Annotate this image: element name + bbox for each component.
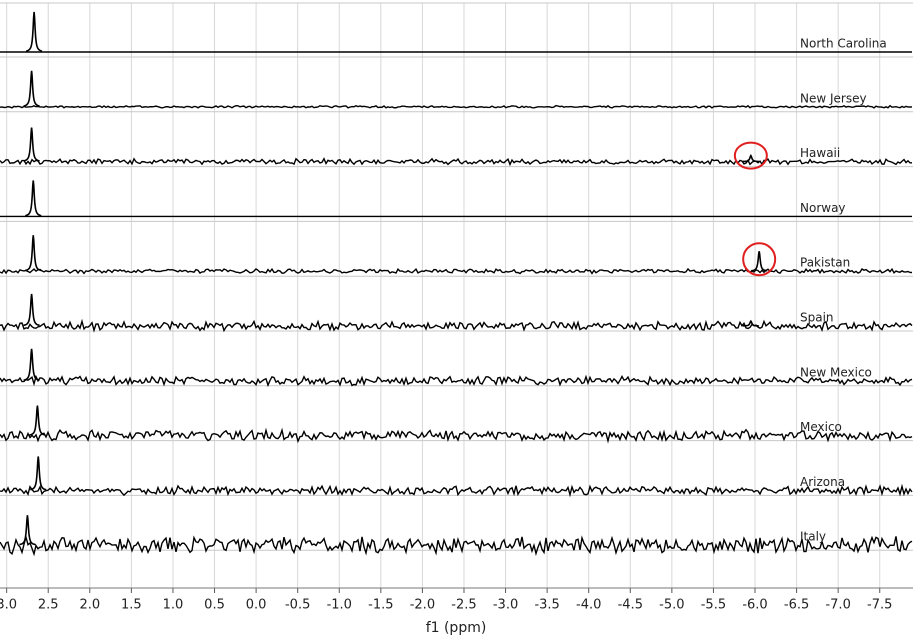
spectrum-label: Pakistan [800,256,850,270]
x-tick-label: -1.0 [327,598,352,613]
x-tick-label: 0.5 [204,598,225,613]
peak [751,251,768,272]
spectrum-label: Hawaii [800,146,840,160]
spectrum-baseline [0,374,913,388]
x-tick-label: 1.0 [163,598,184,613]
x-tick-label: -3.5 [534,598,559,613]
x-tick-label: -5.5 [701,598,726,613]
x-tick-label: -7.0 [825,598,850,613]
x-tick-label: -6.5 [784,598,809,613]
peak [23,127,40,162]
peak [29,405,46,436]
peak [742,319,759,327]
x-tick-label: -2.5 [451,598,476,613]
peak [25,235,42,272]
x-tick-label: 3.0 [0,598,17,613]
x-tick-label: -4.5 [618,598,643,613]
spectrum-label: Spain [800,311,834,325]
peak [23,348,40,381]
spectrum-label: Italy [800,530,826,544]
x-tick-label: -6.0 [742,598,767,613]
x-axis-title: f1 (ppm) [426,620,487,636]
peak [742,153,759,163]
x-tick-label: -2.0 [410,598,435,613]
peak [25,180,42,217]
x-tick-label: 1.5 [121,598,142,613]
peak [23,70,40,107]
x-tick-label: -4.0 [576,598,601,613]
spectrum-label: North Carolina [800,37,887,51]
x-tick-label: -3.0 [493,598,518,613]
peak-highlight [742,242,777,277]
peak [25,11,43,52]
spectrum-label: Mexico [800,420,842,434]
x-tick-label: -7.5 [867,598,892,613]
spectrum-baseline [0,427,913,444]
spectrum-label: New Mexico [800,365,872,379]
x-tick-label: -1.5 [368,598,393,613]
spectrum-baseline [0,157,913,167]
spectrum-label: New Jersey [800,91,867,105]
peak [30,456,47,491]
spectrum-baseline [0,483,913,498]
spectrum-baseline [0,318,913,333]
peak [23,293,40,327]
spectrum-baseline [0,104,913,109]
x-tick-label: 0.0 [246,598,267,613]
x-tick-label: -5.0 [659,598,684,613]
peak-highlight [733,141,768,170]
spectrum-baseline [0,267,913,275]
spectrum-baseline [0,534,913,557]
spectrum-label: Arizona [800,475,845,489]
x-tick-label: -0.5 [285,598,310,613]
x-tick-label: 2.0 [79,598,100,613]
peak [19,515,36,546]
spectrum-label: Norway [800,201,846,215]
x-tick-label: 2.5 [38,598,59,613]
